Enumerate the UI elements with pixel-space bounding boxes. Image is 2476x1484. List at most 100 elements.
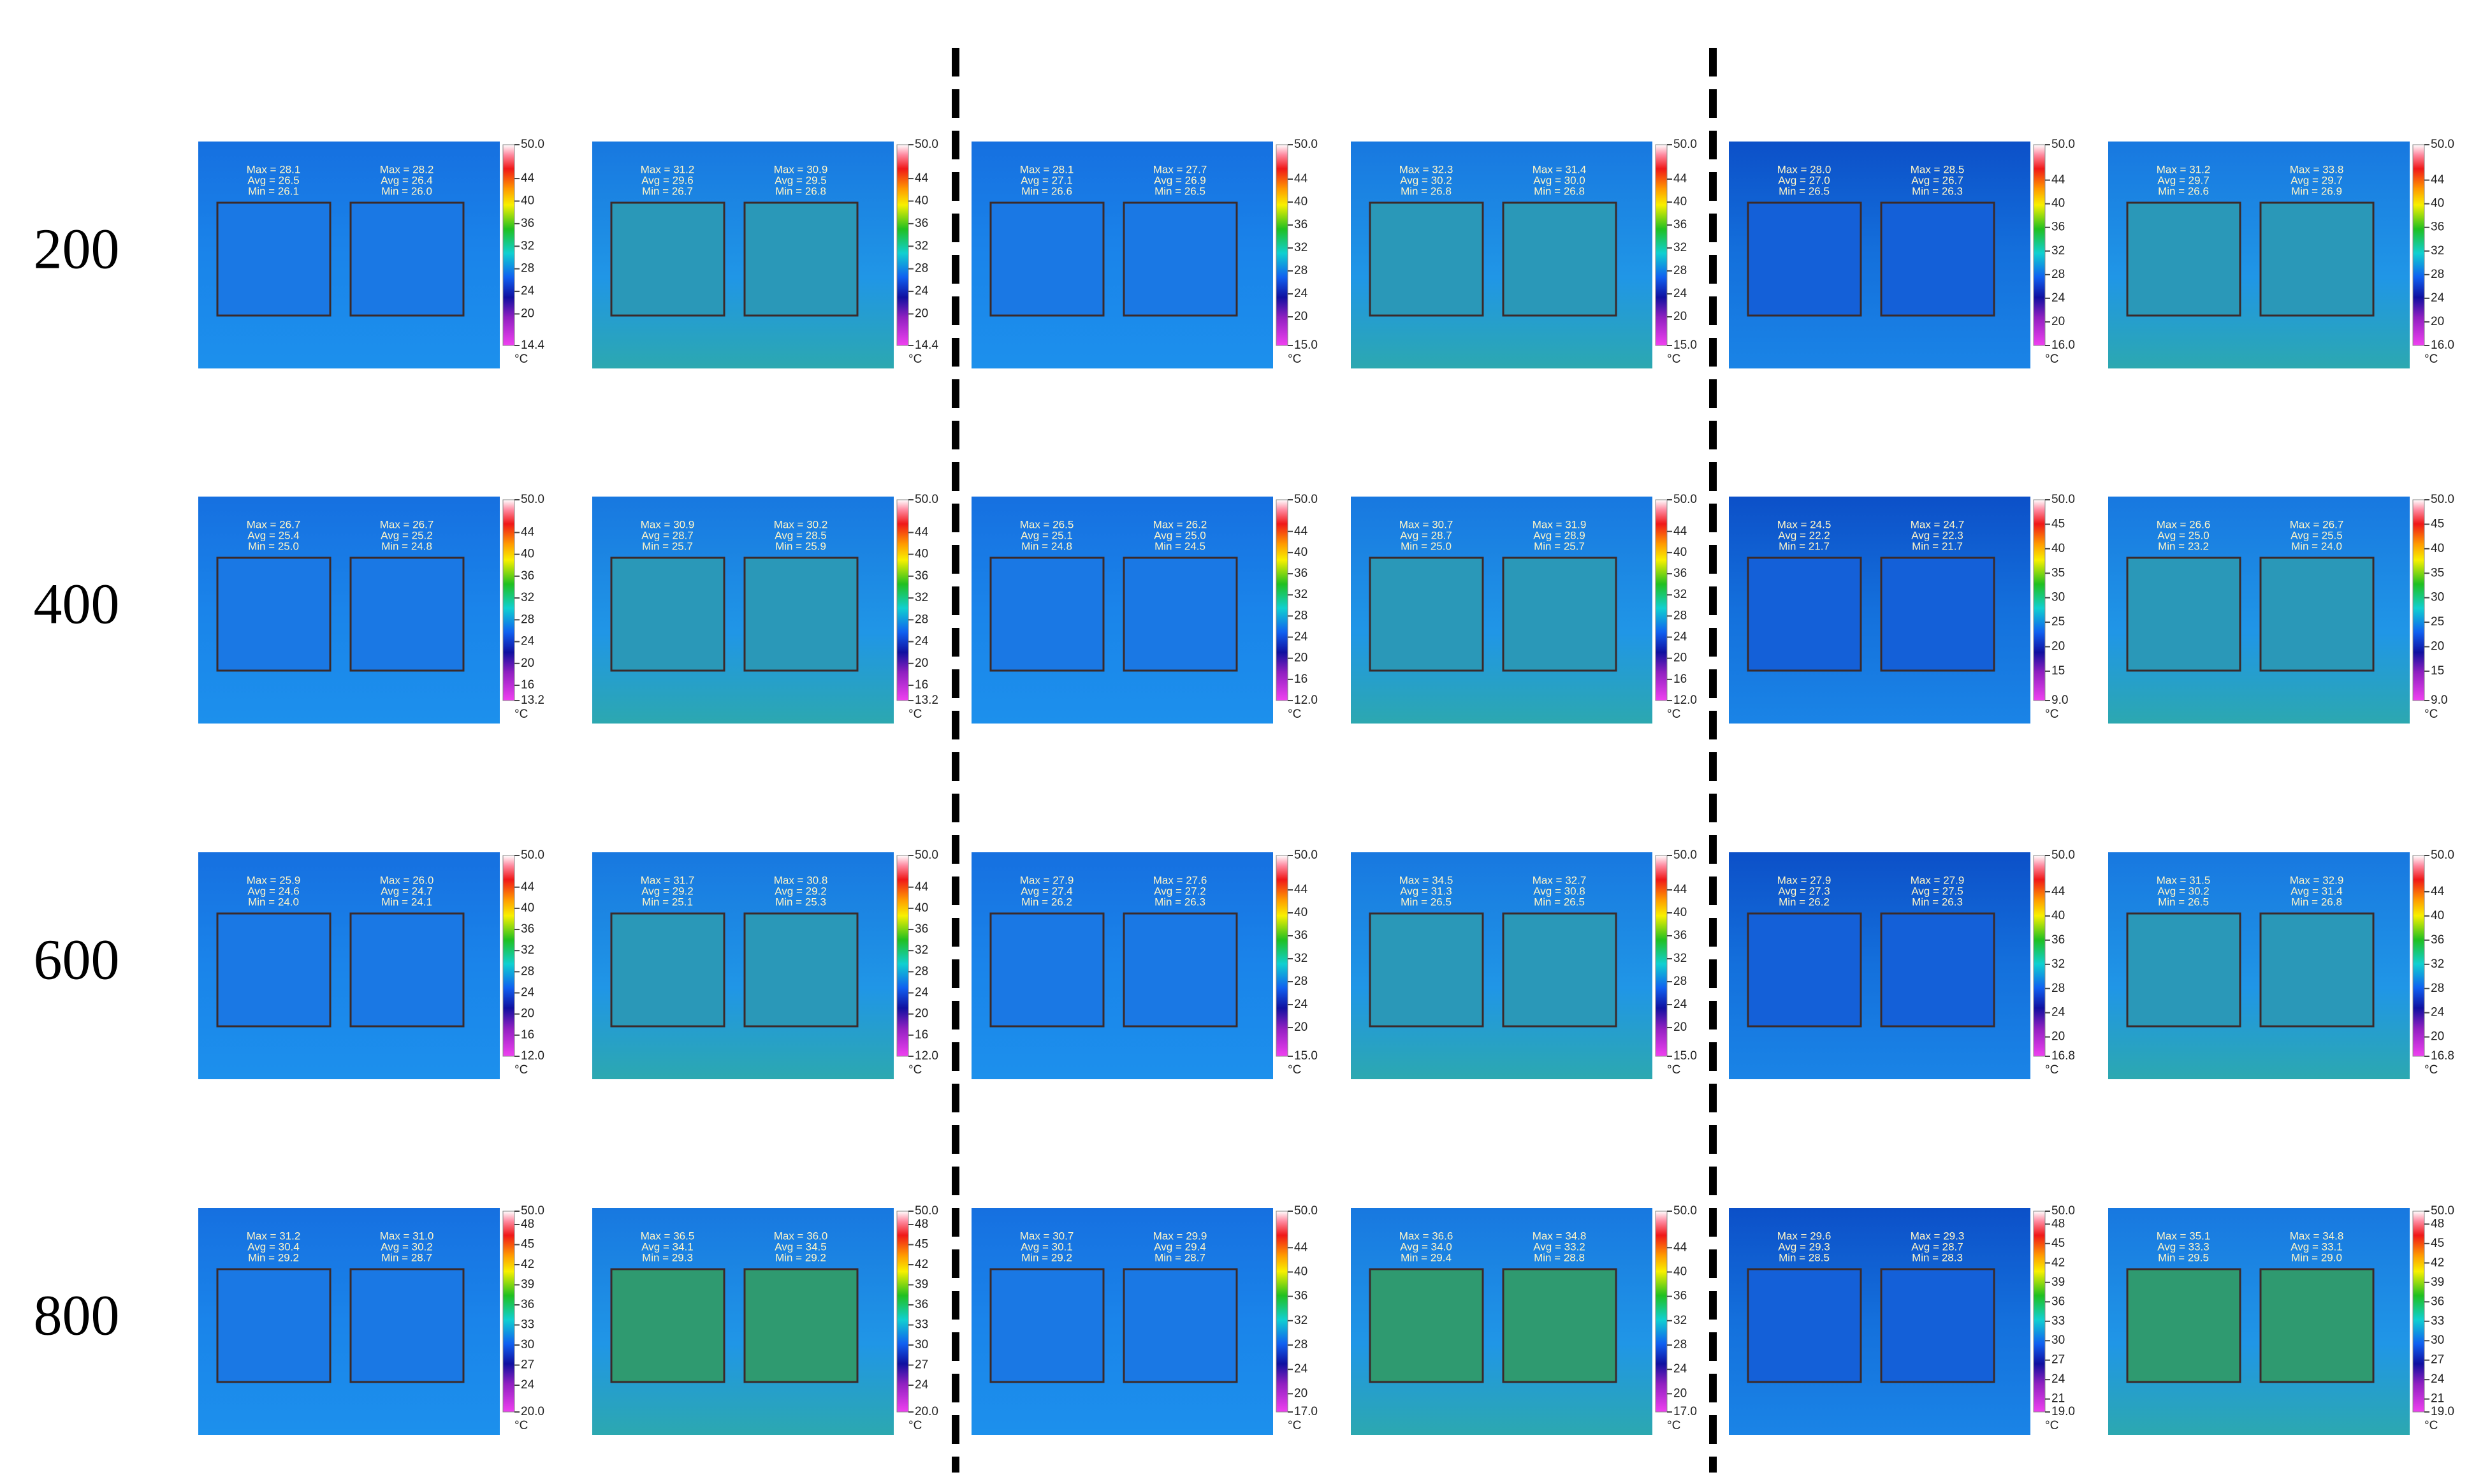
scale-label: 40 bbox=[2051, 197, 2065, 210]
box-stat: Max = 31.0 bbox=[380, 1230, 434, 1242]
scale-label: 33 bbox=[915, 1318, 928, 1332]
box-stat: Avg = 28.5 bbox=[775, 529, 826, 541]
scale-unit: °C bbox=[908, 708, 922, 721]
scale-label: 24 bbox=[521, 635, 535, 648]
scale-label: 20 bbox=[2051, 1030, 2065, 1044]
box-stat: Max = 25.9 bbox=[247, 874, 301, 886]
measure-box bbox=[349, 912, 465, 1028]
scale-label: 44 bbox=[2431, 885, 2445, 898]
box-stat: Min = 28.5 bbox=[1779, 1251, 1830, 1263]
scale-label: 36 bbox=[521, 1298, 534, 1311]
scale-label: 20 bbox=[1673, 310, 1687, 323]
scale-label: 50.0 bbox=[1673, 848, 1697, 862]
scale-label: 36 bbox=[1294, 929, 1307, 942]
scale-label: 28 bbox=[521, 964, 534, 978]
scale-label: 20 bbox=[1294, 1021, 1307, 1034]
box-stat: Max = 31.9 bbox=[1533, 518, 1587, 530]
color-bar bbox=[502, 1211, 515, 1413]
box-stat: Avg = 26.4 bbox=[381, 174, 432, 186]
box-stat: Avg = 22.2 bbox=[1778, 529, 1830, 541]
box-stat: Min = 24.8 bbox=[1021, 540, 1072, 552]
box-stat: Max = 26.6 bbox=[2157, 518, 2211, 530]
scale-label: 20.0 bbox=[521, 1405, 544, 1418]
scale-unit: °C bbox=[514, 1419, 528, 1432]
measure-box bbox=[1123, 556, 1238, 672]
measure-box bbox=[1502, 556, 1617, 672]
scale-label: 36 bbox=[1673, 1290, 1687, 1303]
scale-label: 15.0 bbox=[1294, 1049, 1318, 1063]
measure-box bbox=[743, 912, 859, 1028]
scale-label: 36 bbox=[915, 1298, 928, 1311]
scale-label: 20 bbox=[521, 1007, 534, 1021]
box-stat: Max = 30.2 bbox=[774, 518, 828, 530]
box-stat: Max = 34.8 bbox=[2290, 1230, 2344, 1242]
scale-unit: °C bbox=[2045, 353, 2058, 366]
measure-box bbox=[216, 1268, 331, 1383]
box-stat: Min = 24.0 bbox=[248, 896, 299, 908]
measure-box bbox=[610, 201, 725, 317]
box-stat: Min = 26.0 bbox=[381, 185, 432, 197]
scale-label: 30 bbox=[2051, 591, 2065, 604]
scale-label: 44 bbox=[1294, 525, 1308, 538]
scale-label: 44 bbox=[521, 880, 535, 894]
scale-label: 36 bbox=[2051, 933, 2065, 947]
scale-label: 50.0 bbox=[1294, 1204, 1318, 1218]
scale-label: 33 bbox=[521, 1318, 534, 1332]
box-stat: Min = 26.5 bbox=[1779, 185, 1830, 197]
box-stat: Min = 26.5 bbox=[1401, 896, 1452, 908]
scale-label: 24 bbox=[521, 986, 535, 1000]
scale-label: 45 bbox=[2431, 1237, 2444, 1250]
box-stat: Min = 25.0 bbox=[1401, 540, 1452, 552]
scale-label: 36 bbox=[521, 217, 534, 230]
box-stat: Max = 26.2 bbox=[1153, 518, 1207, 530]
box-stat: Max = 26.7 bbox=[2290, 518, 2344, 530]
scale-label: 50.0 bbox=[1294, 493, 1318, 506]
box-stat: Avg = 29.2 bbox=[775, 885, 826, 897]
scale-label: 40 bbox=[1673, 906, 1687, 919]
scale-label: 27 bbox=[521, 1358, 534, 1372]
box-stat: Min = 29.4 bbox=[1401, 1251, 1452, 1263]
scale-label: 24 bbox=[1294, 1362, 1308, 1376]
scale-label: 24 bbox=[1673, 287, 1687, 300]
box-stat: Max = 28.5 bbox=[1911, 163, 1965, 175]
color-bar bbox=[1276, 499, 1288, 701]
box-stat: Max = 31.7 bbox=[641, 874, 695, 886]
scale-label: 50.0 bbox=[1673, 138, 1697, 151]
scale-label: 14.4 bbox=[521, 338, 544, 352]
scale-label: 35 bbox=[2431, 566, 2444, 579]
box-stat: Avg = 26.9 bbox=[1154, 174, 1205, 186]
box-stat: Max = 30.7 bbox=[1020, 1230, 1074, 1242]
scale-unit: °C bbox=[2424, 708, 2438, 721]
scale-unit: °C bbox=[1288, 1063, 1301, 1077]
box-stat: Avg = 27.2 bbox=[1154, 885, 1205, 897]
scale-label: 50.0 bbox=[521, 1204, 544, 1218]
box-stat: Max = 31.4 bbox=[1533, 163, 1587, 175]
box-stat: Max = 36.6 bbox=[1399, 1230, 1453, 1242]
scale-label: 44 bbox=[1673, 883, 1687, 896]
box-stat: Max = 34.5 bbox=[1399, 874, 1453, 886]
measure-box bbox=[1747, 556, 1862, 672]
scale-label: 13.2 bbox=[521, 694, 544, 707]
scale-label: 16.0 bbox=[2431, 338, 2454, 352]
color-bar bbox=[896, 1211, 909, 1413]
scale-label: 40 bbox=[521, 901, 534, 915]
scale-label: 15 bbox=[2051, 664, 2065, 678]
box-stat: Max = 29.6 bbox=[1777, 1230, 1832, 1242]
scale-label: 50.0 bbox=[915, 848, 938, 862]
measure-box bbox=[2126, 1268, 2241, 1383]
scale-label: 50.0 bbox=[1294, 848, 1318, 862]
scale-label: 20 bbox=[1294, 1386, 1307, 1400]
scale-label: 48 bbox=[2431, 1217, 2444, 1230]
box-stat: Avg = 34.5 bbox=[775, 1240, 826, 1253]
scale-label: 50.0 bbox=[2431, 1204, 2454, 1218]
scale-label: 36 bbox=[521, 922, 534, 936]
scale-label: 36 bbox=[521, 569, 534, 583]
box-stat: Max = 27.7 bbox=[1153, 163, 1207, 175]
scale-label: 45 bbox=[521, 1238, 534, 1251]
scale-label: 28 bbox=[915, 262, 928, 275]
scale-label: 30 bbox=[2431, 1334, 2444, 1347]
row-label: 800 bbox=[34, 1284, 120, 1348]
scale-label: 44 bbox=[1294, 172, 1308, 186]
scale-label: 24 bbox=[2051, 1372, 2065, 1386]
box-stat: Max = 28.1 bbox=[247, 163, 301, 175]
